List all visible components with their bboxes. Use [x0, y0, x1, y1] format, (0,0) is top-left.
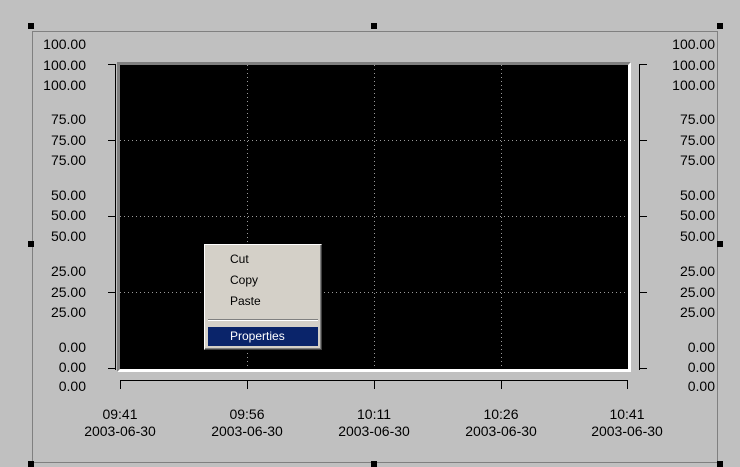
- x-axis-date: 2003-06-30: [338, 423, 410, 439]
- x-axis-date: 2003-06-30: [591, 423, 663, 439]
- left-axis-tick: [108, 292, 116, 293]
- left-axis-label: 0.00: [58, 359, 86, 375]
- right-axis-label: 50.00: [679, 207, 715, 223]
- right-axis-label: 0.00: [687, 339, 715, 355]
- x-axis-time: 10:26: [483, 406, 519, 422]
- right-axis-label: 25.00: [679, 263, 715, 279]
- left-axis-label: 100.00: [43, 77, 86, 93]
- x-axis-time: 09:56: [229, 406, 265, 422]
- right-axis-tick: [639, 216, 647, 217]
- left-axis-label: 50.00: [50, 207, 86, 223]
- left-axis-label: 100.00: [43, 36, 86, 52]
- selection-handle-bottom-right[interactable]: [717, 461, 723, 467]
- x-axis-date: 2003-06-30: [84, 423, 156, 439]
- x-axis-date: 2003-06-30: [211, 423, 283, 439]
- right-axis-tick: [639, 64, 647, 65]
- left-axis-label: 100.00: [43, 57, 86, 73]
- menu-item-copy[interactable]: Copy: [230, 273, 259, 287]
- right-axis-label: 75.00: [679, 111, 715, 127]
- left-axis-label: 25.00: [50, 263, 86, 279]
- right-axis-label: 0.00: [687, 378, 715, 394]
- right-axis-label: 75.00: [679, 152, 715, 168]
- x-axis-tick: [627, 380, 628, 389]
- menu-separator: [208, 319, 318, 321]
- x-axis-tick: [247, 380, 248, 389]
- selection-handle-bottom-center[interactable]: [371, 461, 377, 467]
- left-axis-label: 25.00: [50, 284, 86, 300]
- right-axis-tick: [639, 292, 647, 293]
- left-axis-tick: [108, 64, 116, 65]
- left-axis-label: 0.00: [58, 339, 86, 355]
- right-axis-label: 0.00: [687, 359, 715, 375]
- left-axis-tick: [108, 140, 116, 141]
- right-axis-label: 100.00: [672, 77, 715, 93]
- right-axis-label: 50.00: [679, 187, 715, 203]
- right-axis-tick: [639, 368, 647, 369]
- right-axis-line: [639, 64, 640, 370]
- left-axis-label: 75.00: [50, 111, 86, 127]
- left-axis-label: 75.00: [50, 152, 86, 168]
- selection-handle-middle-left[interactable]: [28, 241, 34, 247]
- left-axis-line: [115, 64, 116, 370]
- x-axis-label: 10:41 2003-06-30: [572, 406, 682, 440]
- left-axis-tick: [108, 368, 116, 369]
- x-axis-label: 09:56 2003-06-30: [192, 406, 302, 440]
- menu-item-properties[interactable]: Properties: [208, 327, 318, 346]
- plot-grid: [120, 65, 628, 369]
- left-axis-label: 50.00: [50, 228, 86, 244]
- x-axis-label: 10:11 2003-06-30: [319, 406, 429, 440]
- x-axis-time: 10:41: [609, 406, 645, 422]
- right-axis-label: 50.00: [679, 228, 715, 244]
- x-axis-tick: [501, 380, 502, 389]
- menu-item-paste[interactable]: Paste: [230, 294, 261, 308]
- selection-handle-top-center[interactable]: [371, 23, 377, 29]
- left-axis-label: 75.00: [50, 132, 86, 148]
- left-axis-label: 25.00: [50, 304, 86, 320]
- x-axis-date: 2003-06-30: [465, 423, 537, 439]
- x-axis-tick: [120, 380, 121, 389]
- plot-area[interactable]: [117, 62, 631, 372]
- x-axis-time: 09:41: [102, 406, 138, 422]
- left-axis-label: 0.00: [58, 378, 86, 394]
- x-axis-time: 10:11: [357, 406, 391, 422]
- left-axis-tick: [108, 216, 116, 217]
- right-axis-label: 25.00: [679, 284, 715, 300]
- right-axis-label: 100.00: [672, 36, 715, 52]
- right-axis-label: 75.00: [679, 132, 715, 148]
- selection-handle-top-left[interactable]: [28, 23, 34, 29]
- context-menu: Cut Copy Paste Properties: [204, 244, 322, 350]
- selection-handle-bottom-left[interactable]: [28, 461, 34, 467]
- right-axis-tick: [639, 140, 647, 141]
- selection-handle-top-right[interactable]: [717, 23, 723, 29]
- x-axis-label: 09:41 2003-06-30: [65, 406, 175, 440]
- x-axis-tick: [374, 380, 375, 389]
- right-axis-label: 25.00: [679, 304, 715, 320]
- selection-handle-middle-right[interactable]: [717, 241, 723, 247]
- x-axis-label: 10:26 2003-06-30: [446, 406, 556, 440]
- left-axis-label: 50.00: [50, 187, 86, 203]
- right-axis-label: 100.00: [672, 57, 715, 73]
- menu-item-cut[interactable]: Cut: [230, 252, 249, 266]
